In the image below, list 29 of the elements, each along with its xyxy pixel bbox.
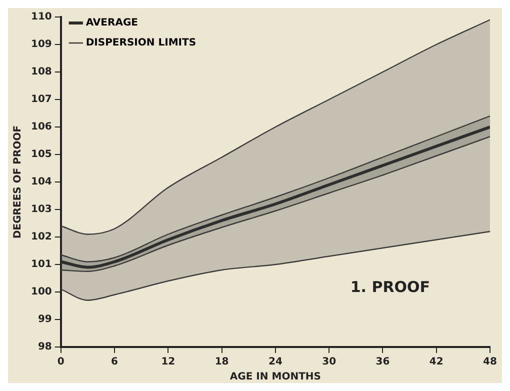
x-tick-label: 0: [57, 356, 64, 368]
x-tick-label: 30: [322, 356, 336, 368]
y-tick-label: 109: [31, 39, 52, 50]
y-tick-label: 99: [38, 314, 52, 326]
y-tick-label: 108: [31, 66, 52, 78]
line-series: [60, 230, 490, 301]
y-tick-label: 98: [38, 342, 52, 353]
x-tick-label: 6: [111, 356, 118, 368]
x-tick-label: 48: [483, 356, 497, 368]
line-series: [60, 19, 490, 235]
y-axis-title: DEGREES OF PROOF: [12, 125, 24, 239]
y-tick-label: 105: [31, 149, 52, 160]
y-tick-label: 101: [31, 259, 52, 270]
legend-label: DISPERSION LIMITS: [86, 38, 196, 49]
y-tick-label: 106: [31, 122, 52, 133]
y-tick-label: 107: [31, 94, 52, 106]
y-tick-label: 110: [31, 12, 52, 23]
annotation: 1. PROOF: [350, 278, 430, 296]
x-tick-label: 42: [429, 356, 444, 368]
y-tick-label: 103: [31, 204, 52, 216]
x-tick-label: 18: [214, 356, 229, 368]
y-tick-label: 102: [31, 232, 52, 243]
x-tick-label: 12: [161, 356, 176, 368]
x-axis-title: AGE IN MONTHS: [230, 372, 321, 383]
x-tick-label: 24: [268, 356, 282, 368]
x-tick-label: 36: [376, 356, 390, 368]
y-tick-label: 104: [31, 176, 52, 188]
y-tick-label: 100: [31, 286, 52, 298]
legend-label: AVERAGE: [86, 18, 138, 29]
